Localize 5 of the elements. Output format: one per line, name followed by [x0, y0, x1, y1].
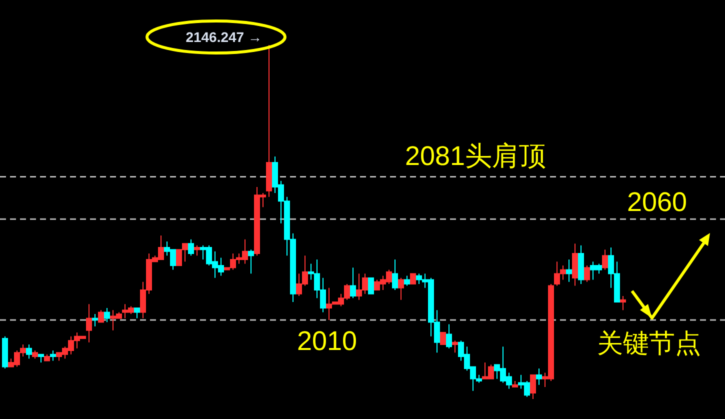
annotation: 关键节点: [597, 328, 701, 358]
annotation: 2146.247 →: [186, 29, 262, 45]
annotation: 2060: [627, 187, 688, 217]
annotation: 2081头肩顶: [405, 141, 546, 171]
annotation: 2010: [297, 326, 358, 356]
